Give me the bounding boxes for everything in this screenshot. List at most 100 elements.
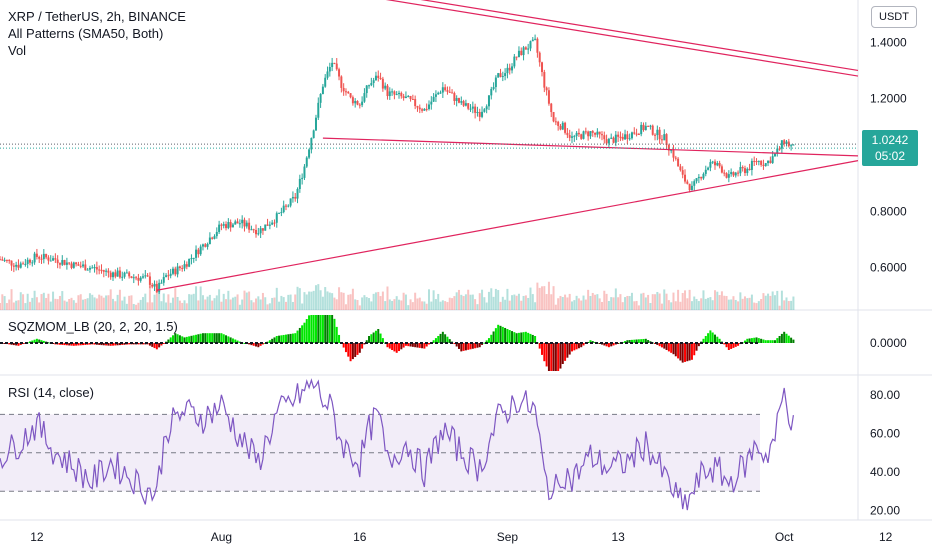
- squeeze-bar: [303, 322, 306, 343]
- candle-body: [695, 178, 698, 182]
- candle-body: [130, 276, 133, 278]
- volume-bar: [716, 291, 719, 310]
- volume-bar: [651, 294, 654, 310]
- volume-bar: [82, 299, 85, 310]
- squeeze-bar: [414, 343, 417, 348]
- volume-bar: [665, 293, 668, 310]
- squeeze-bar: [444, 334, 447, 343]
- volume-bar: [75, 302, 78, 310]
- symbol-title[interactable]: XRP / TetherUS, 2h, BINANCE: [8, 9, 186, 24]
- squeeze-bar: [231, 338, 234, 343]
- squeeze-bar: [358, 343, 361, 353]
- candle-body: [255, 229, 258, 235]
- rsi-pane-title[interactable]: RSI (14, close): [8, 385, 94, 400]
- squeeze-bar: [328, 315, 331, 343]
- trendline-upper-channel-2[interactable]: [129, 0, 859, 77]
- candle-body: [739, 167, 742, 174]
- candle-body: [112, 272, 115, 278]
- candle-body: [19, 263, 22, 268]
- squeeze-bar: [418, 343, 421, 348]
- volume-bar: [596, 294, 599, 310]
- volume-bar: [301, 303, 304, 310]
- volume-bar: [132, 303, 135, 310]
- candle-body: [584, 131, 587, 133]
- price-axis-label: 1.2000: [870, 92, 907, 106]
- volume-bar: [624, 297, 627, 310]
- squeeze-bar: [771, 340, 774, 343]
- squeeze-bar: [561, 343, 564, 364]
- squeeze-bar: [409, 343, 412, 347]
- candle-body: [764, 163, 767, 166]
- squeeze-bar: [612, 343, 615, 346]
- trendline-upper-channel-1[interactable]: [129, 0, 859, 72]
- currency-button[interactable]: USDT: [871, 6, 917, 28]
- candle-body: [388, 91, 391, 97]
- squeeze-bar: [557, 343, 560, 371]
- squeeze-bar: [63, 343, 66, 346]
- candle-body: [56, 259, 59, 264]
- candle-body: [125, 272, 128, 274]
- indicator-title[interactable]: All Patterns (SMA50, Both): [8, 26, 164, 41]
- squeeze-bar: [250, 343, 253, 346]
- volume-bar: [245, 292, 248, 310]
- candle-body: [598, 131, 601, 135]
- candle-body: [674, 157, 677, 159]
- candle-body: [464, 103, 467, 106]
- candle-body: [490, 88, 493, 96]
- candle-body: [132, 277, 135, 279]
- volume-bar: [183, 300, 186, 310]
- candle-body: [792, 144, 795, 146]
- volume-bar: [711, 300, 714, 310]
- volume-bar: [342, 292, 345, 310]
- candle-body: [660, 139, 663, 141]
- squeeze-bar: [598, 343, 601, 344]
- squeeze-bar: [423, 343, 426, 349]
- volume-bar: [370, 301, 373, 310]
- squeeze-bar: [379, 333, 382, 343]
- squeeze-bar: [787, 335, 790, 343]
- squeeze-bar: [515, 333, 518, 343]
- squeeze-bar: [448, 339, 451, 343]
- volume-bar: [231, 297, 234, 310]
- candle-body: [686, 181, 689, 184]
- volume-bar: [204, 299, 207, 310]
- candle-body: [365, 85, 368, 94]
- volume-bar: [737, 301, 740, 310]
- squeeze-bar: [670, 343, 673, 353]
- candle-body: [301, 177, 304, 179]
- candle-body: [527, 48, 530, 50]
- volume-bar: [441, 300, 444, 310]
- squeeze-bar: [162, 343, 165, 344]
- squeeze-bar: [118, 343, 121, 346]
- volume-bar: [356, 299, 359, 310]
- squeeze-pane-title[interactable]: SQZMOM_LB (20, 2, 20, 1.5): [8, 319, 178, 334]
- volume-bar: [195, 286, 198, 310]
- squeeze-bar: [432, 340, 435, 343]
- volume-bar: [568, 293, 571, 310]
- volume-bar: [201, 295, 204, 310]
- volume-bar: [139, 299, 142, 310]
- candle-body: [236, 221, 239, 224]
- trendline-pattern-lower[interactable]: [156, 160, 859, 291]
- rsi-line[interactable]: [0, 378, 794, 511]
- volume-title[interactable]: Vol: [8, 43, 27, 58]
- candle-body: [476, 112, 479, 114]
- candle-body: [72, 262, 75, 268]
- trendline-pattern-upper[interactable]: [322, 137, 859, 157]
- candle-body: [425, 108, 428, 110]
- volume-bar: [58, 295, 61, 310]
- volume-bar: [238, 304, 241, 310]
- candle-body: [457, 98, 460, 103]
- candle-body: [340, 76, 343, 88]
- volume-bar: [393, 299, 396, 310]
- volume-bar: [584, 299, 587, 310]
- squeeze-bar: [723, 343, 726, 345]
- squeeze-bar: [282, 334, 285, 343]
- volume-bar: [65, 301, 68, 310]
- candle-body: [26, 259, 29, 264]
- volume-bar: [582, 295, 585, 310]
- candle-body: [778, 148, 781, 150]
- candle-body: [776, 148, 779, 154]
